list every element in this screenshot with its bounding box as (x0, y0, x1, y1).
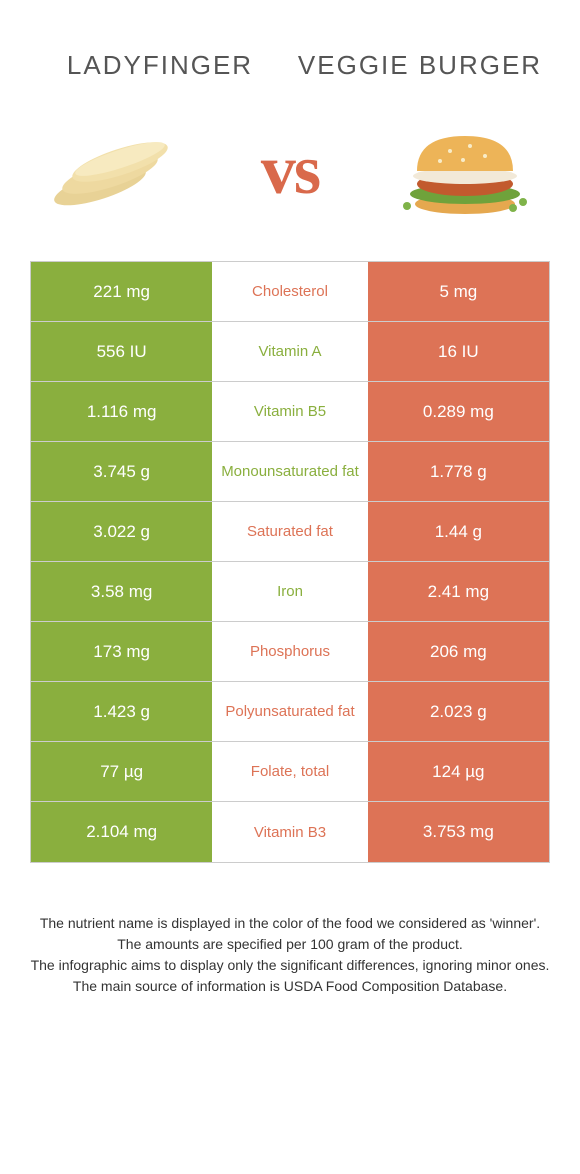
left-value: 1.116 mg (31, 382, 212, 441)
footer-line: The amounts are specified per 100 gram o… (30, 934, 550, 955)
right-value: 3.753 mg (368, 802, 549, 862)
left-value: 3.022 g (31, 502, 212, 561)
nutrient-label: Folate, total (212, 742, 367, 801)
nutrient-label: Cholesterol (212, 262, 367, 321)
right-value: 2.41 mg (368, 562, 549, 621)
table-row: 221 mgCholesterol5 mg (31, 262, 549, 322)
nutrient-label: Saturated fat (212, 502, 367, 561)
nutrient-label: Vitamin B5 (212, 382, 367, 441)
footer-notes: The nutrient name is displayed in the co… (30, 913, 550, 997)
footer-line: The main source of information is USDA F… (30, 976, 550, 997)
nutrient-label: Polyunsaturated fat (212, 682, 367, 741)
nutrient-label: Vitamin A (212, 322, 367, 381)
table-row: 1.116 mgVitamin B50.289 mg (31, 382, 549, 442)
images-row: vs (0, 101, 580, 261)
nutrient-label: Monounsaturated fat (212, 442, 367, 501)
left-value: 2.104 mg (31, 802, 212, 862)
burger-icon (395, 116, 535, 226)
footer-line: The infographic aims to display only the… (30, 955, 550, 976)
table-row: 3.022 gSaturated fat1.44 g (31, 502, 549, 562)
footer-line: The nutrient name is displayed in the co… (30, 913, 550, 934)
table-row: 3.58 mgIron2.41 mg (31, 562, 549, 622)
table-row: 2.104 mgVitamin B33.753 mg (31, 802, 549, 862)
left-value: 173 mg (31, 622, 212, 681)
right-value: 2.023 g (368, 682, 549, 741)
left-value: 556 IU (31, 322, 212, 381)
right-value: 1.44 g (368, 502, 549, 561)
right-value: 16 IU (368, 322, 549, 381)
left-value: 3.745 g (31, 442, 212, 501)
vs-label: vs (261, 131, 319, 211)
right-value: 206 mg (368, 622, 549, 681)
right-food-title: Veggie burger (290, 51, 550, 80)
table-row: 3.745 gMonounsaturated fat1.778 g (31, 442, 549, 502)
right-value: 5 mg (368, 262, 549, 321)
right-value: 1.778 g (368, 442, 549, 501)
table-row: 77 µgFolate, total124 µg (31, 742, 549, 802)
nutrient-label: Phosphorus (212, 622, 367, 681)
table-row: 1.423 gPolyunsaturated fat2.023 g (31, 682, 549, 742)
left-value: 3.58 mg (31, 562, 212, 621)
burger-image (390, 111, 540, 231)
nutrient-label: Vitamin B3 (212, 802, 367, 862)
ladyfinger-icon (45, 116, 185, 226)
right-value: 124 µg (368, 742, 549, 801)
table-row: 173 mgPhosphorus206 mg (31, 622, 549, 682)
left-value: 77 µg (31, 742, 212, 801)
ladyfinger-image (40, 111, 190, 231)
right-value: 0.289 mg (368, 382, 549, 441)
table-row: 556 IUVitamin A16 IU (31, 322, 549, 382)
left-value: 1.423 g (31, 682, 212, 741)
nutrient-label: Iron (212, 562, 367, 621)
left-food-title: Ladyfinger (30, 50, 290, 81)
nutrient-table: 221 mgCholesterol5 mg556 IUVitamin A16 I… (30, 261, 550, 863)
left-value: 221 mg (31, 262, 212, 321)
header: Ladyfinger Veggie burger (0, 0, 580, 101)
